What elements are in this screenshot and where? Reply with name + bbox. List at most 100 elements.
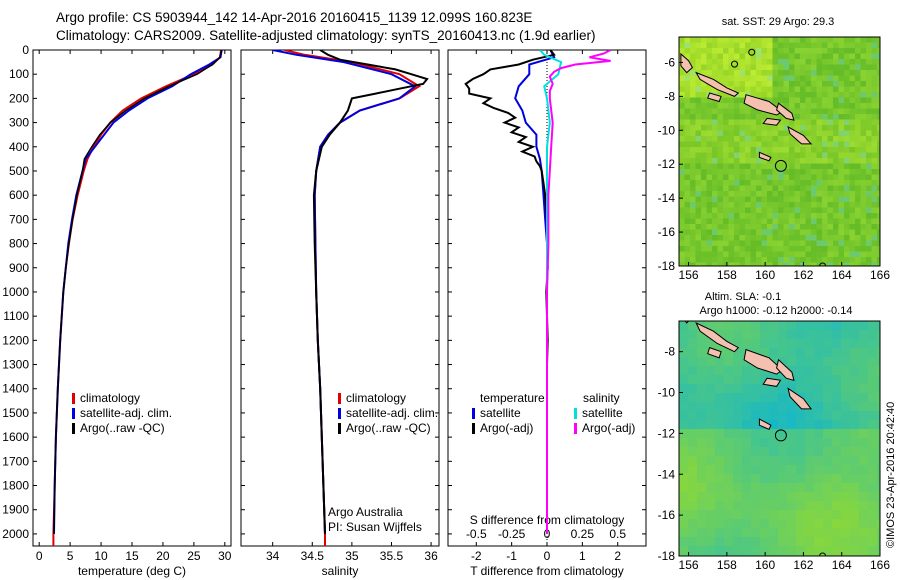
map-cell [860,114,867,120]
map-cell [772,152,779,159]
map-cell [701,196,707,203]
map-cell [833,147,839,153]
map-cell [679,384,689,394]
map-cell [778,492,788,502]
map-cell [723,174,729,181]
map-cell [827,218,834,225]
map-cell [679,48,685,54]
map-cell [838,64,845,71]
map-cell [751,510,761,520]
map-cell [800,229,806,236]
map-cell [717,152,724,159]
map-cell [706,474,716,484]
map-cell [772,75,779,82]
map-cell [860,130,867,137]
map-cell [706,196,713,203]
map-cell [849,64,856,71]
map-cell [712,152,718,159]
map-cell [823,375,833,385]
island [758,418,772,430]
map-cell [684,251,691,258]
map-cell [833,136,839,142]
map-cell [794,224,801,230]
map-cell [734,251,740,258]
map-cell [697,429,707,439]
map-cell [761,180,768,186]
map-cell [871,136,878,142]
map-cell [827,152,834,159]
map-cell [833,191,839,197]
map-cell [849,147,856,153]
map-cell [706,229,713,236]
map-cell [822,152,828,159]
map-cell [712,207,718,214]
map-cell [679,456,689,466]
map-cell [712,42,718,49]
map-cell [712,37,718,43]
map-cell [860,75,867,82]
map-cell [849,125,856,131]
map-cell [866,130,872,137]
map-cell [745,42,751,49]
map-cell [717,218,724,225]
map-cell [761,64,768,71]
map-cell [706,483,716,493]
map-cell [789,163,795,170]
map-cell [706,174,713,181]
map-cell [866,174,872,181]
map-cell [844,251,850,258]
map-cell [723,147,729,153]
map-cell [701,262,707,266]
map-cell [783,240,790,247]
island-dot [819,552,827,556]
map-cell [769,348,779,358]
map-cell [816,191,823,197]
map-cell [690,141,696,148]
map-cell [715,546,725,556]
map-cell [679,257,685,263]
map-cell [690,97,696,104]
map-cell [783,218,790,225]
map-cell [816,37,823,43]
map-cell [859,375,869,385]
map-cell [866,169,872,175]
map-cell [805,262,812,266]
map-cell [695,196,702,203]
map-cell [787,420,797,430]
map-cell [805,246,812,252]
map-cell [706,70,713,76]
map-cell [734,174,740,181]
map-cell [823,456,833,466]
map-cell [679,537,689,547]
y-tick-label: -10 [658,123,676,137]
map-cell [833,70,839,76]
legend-group-title: salinity [583,391,620,405]
map-cell [868,321,878,331]
map-cell [697,537,707,547]
map-cell [833,229,839,236]
map-cell [871,246,878,252]
map-cell [745,185,751,192]
map-cell [877,141,880,148]
map-cell [706,384,716,394]
map-cell [827,81,834,87]
map-cell [769,465,779,475]
map-cell [761,246,768,252]
x-tick-label: 34.5 [301,549,325,563]
map-cell [688,447,698,457]
map-cell [715,393,725,403]
map-cell [715,438,725,448]
map-cell [679,158,685,164]
map-cell [756,92,762,98]
map-cell [827,185,834,192]
map-cell [794,152,801,159]
map-cell [811,246,817,252]
map-cell [734,75,740,82]
map-cell [761,130,768,137]
map-cell [814,483,824,493]
map-cell [697,393,707,403]
map-cell [877,474,880,484]
map-cell [745,59,751,65]
map-cell [789,92,795,98]
map-cell [844,136,850,142]
